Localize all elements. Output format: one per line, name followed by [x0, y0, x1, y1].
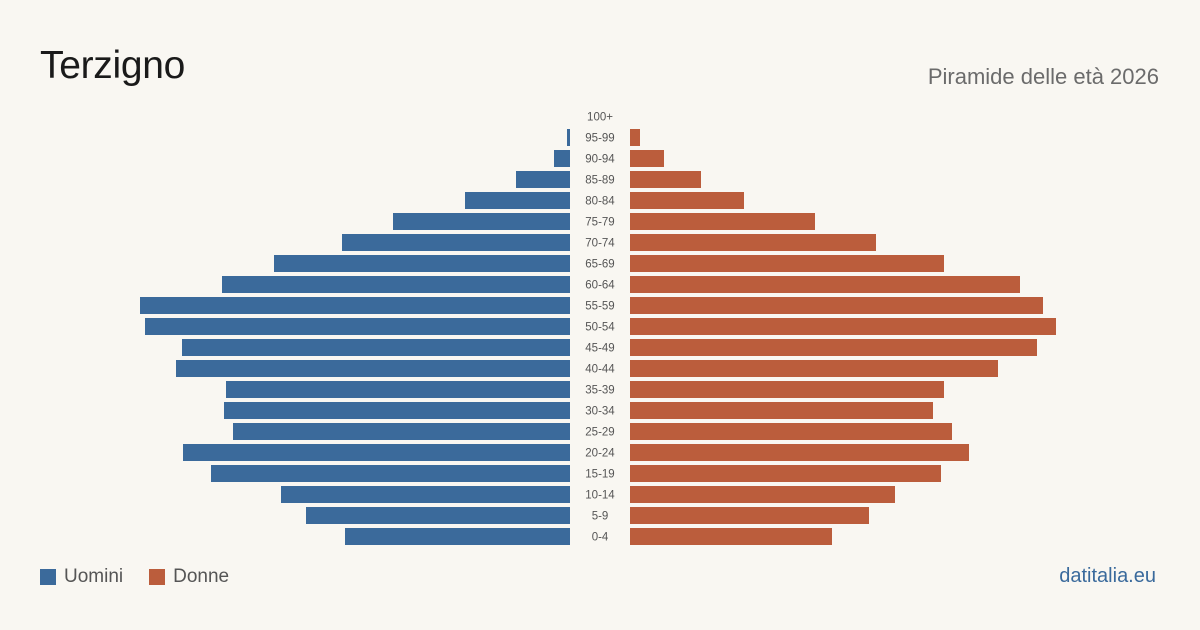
bar-men-30-34 [224, 402, 570, 419]
bar-men-95-99 [567, 129, 570, 146]
bar-men-55-59 [140, 297, 570, 314]
age-label-40-44: 40-44 [585, 364, 615, 376]
age-label-25-29: 25-29 [585, 427, 614, 439]
age-label-80-84: 80-84 [585, 196, 615, 208]
age-label-30-34: 30-34 [585, 406, 615, 418]
bar-men-70-74 [342, 234, 570, 251]
bar-men-65-69 [274, 255, 570, 272]
bar-men-60-64 [222, 276, 570, 293]
bar-women-80-84 [630, 192, 744, 209]
bar-women-50-54 [630, 318, 1056, 335]
source-link[interactable]: datitalia.eu [1059, 565, 1156, 587]
bar-men-40-44 [176, 360, 570, 377]
age-label-100plus: 100+ [587, 112, 613, 124]
bar-women-95-99 [630, 129, 640, 146]
legend-swatch-women [149, 569, 166, 585]
age-label-15-19: 15-19 [585, 469, 614, 481]
bar-women-40-44 [630, 360, 998, 377]
legend-label-men: Uomini [64, 566, 124, 587]
bar-women-75-79 [630, 213, 815, 230]
bar-women-20-24 [630, 444, 969, 461]
bar-men-0-4 [345, 528, 570, 545]
legend-item-women: Donne [149, 566, 229, 588]
bar-women-90-94 [630, 150, 664, 167]
bar-women-35-39 [630, 381, 944, 398]
age-label-90-94: 90-94 [585, 154, 615, 166]
bar-women-60-64 [630, 276, 1020, 293]
bar-women-0-4 [630, 528, 832, 545]
bar-women-10-14 [630, 486, 895, 503]
bar-men-50-54 [145, 318, 570, 335]
age-label-60-64: 60-64 [585, 280, 615, 292]
bar-men-20-24 [183, 444, 570, 461]
chart-subtitle: Piramide delle età 2026 [927, 64, 1159, 89]
bar-men-15-19 [211, 465, 570, 482]
bar-women-30-34 [630, 402, 933, 419]
age-label-35-39: 35-39 [585, 385, 614, 397]
bar-men-90-94 [554, 150, 570, 167]
age-label-95-99: 95-99 [585, 133, 614, 145]
legend-swatch-men [40, 569, 56, 585]
age-label-75-79: 75-79 [585, 217, 614, 229]
age-label-65-69: 65-69 [585, 259, 614, 271]
legend-item-men: Uomini [40, 566, 123, 588]
bar-men-75-79 [393, 213, 570, 230]
bar-men-10-14 [281, 486, 570, 503]
bar-women-65-69 [630, 255, 944, 272]
bar-women-70-74 [630, 234, 876, 251]
age-label-45-49: 45-49 [585, 343, 614, 355]
age-label-0-4: 0-4 [592, 532, 609, 544]
bar-women-25-29 [630, 423, 952, 440]
bar-men-25-29 [233, 423, 570, 440]
legend: Uomini Donne [40, 566, 255, 588]
age-label-50-54: 50-54 [585, 322, 615, 334]
age-label-20-24: 20-24 [585, 448, 615, 460]
legend-label-women: Donne [173, 566, 230, 587]
age-label-85-89: 85-89 [585, 175, 614, 187]
bar-men-85-89 [516, 171, 570, 188]
age-label-10-14: 10-14 [585, 490, 615, 502]
bar-women-55-59 [630, 297, 1043, 314]
bar-men-45-49 [182, 339, 570, 356]
age-label-55-59: 55-59 [585, 301, 614, 313]
bar-women-15-19 [630, 465, 941, 482]
bar-women-45-49 [630, 339, 1037, 356]
bar-women-5-9 [630, 507, 869, 524]
chart-title: Terzigno [40, 44, 186, 87]
bar-men-35-39 [226, 381, 570, 398]
bar-women-85-89 [630, 171, 701, 188]
age-label-70-74: 70-74 [585, 238, 615, 250]
bar-men-5-9 [306, 507, 570, 524]
age-label-5-9: 5-9 [592, 511, 609, 523]
bar-men-80-84 [465, 192, 570, 209]
